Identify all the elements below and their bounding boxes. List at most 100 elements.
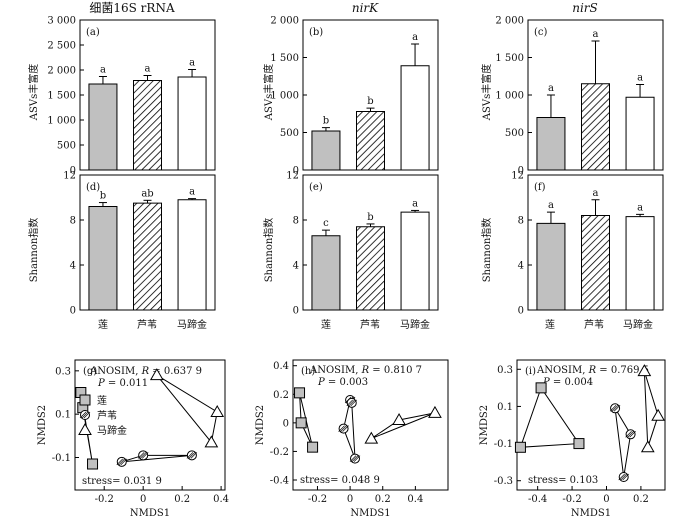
ytick-label-c: 2 000: [495, 16, 524, 27]
ylabel-richness-b: ASVs丰富度: [262, 64, 275, 121]
legend-marker-1-hatch: [83, 411, 91, 419]
ylabel-shannon-d: Shannon指数: [27, 218, 40, 283]
ytick-label-g: 0.1: [55, 410, 71, 421]
point-g-1-1-hatch: [137, 452, 145, 459]
significance-letter-f-1: a: [593, 188, 599, 199]
point-g-1-2-hatch: [188, 452, 196, 459]
significance-letter-d-0: b: [100, 191, 106, 202]
xtick-label-g: 0.4: [213, 494, 229, 505]
legend-marker-1: [79, 410, 91, 420]
ytick-label-a: 500: [57, 141, 76, 152]
hull-i-1: [614, 408, 632, 478]
bar-f-2: [625, 216, 655, 311]
ytick-label-h: 0: [283, 418, 289, 429]
bar-a-0: [88, 83, 118, 171]
point-h-1-3: [349, 453, 361, 464]
significance-letter-c-1: a: [593, 29, 599, 40]
point-h-1-3-hatch: [351, 455, 359, 462]
point-h-1-0-hatch: [342, 425, 349, 432]
stress-text-h: stress= 0.048 9: [300, 475, 380, 486]
ytick-label-d: 0: [70, 306, 76, 317]
ytick-label-e: 4: [293, 261, 299, 272]
xtick-label-i: -0.4: [528, 494, 547, 505]
xtick-label-g: 0: [140, 494, 146, 505]
point-i-0-0: [514, 441, 526, 453]
ytick-label-e: 12: [286, 171, 299, 182]
point-i-1-1: [618, 472, 629, 482]
column-title-nirs: nirS: [572, 1, 598, 15]
ytick-label-c: 1 000: [495, 91, 524, 102]
point-g-1-0: [116, 456, 128, 467]
point-i-1-2: [625, 429, 636, 440]
hull-g-2: [156, 374, 218, 444]
bar-a-2: [177, 76, 207, 171]
significance-letter-e-2: a: [412, 198, 418, 209]
ytick-label-c: 1 500: [495, 53, 524, 64]
ytick-label-c: 0: [518, 166, 524, 177]
point-g-1-2-hatch: [186, 452, 194, 459]
column-title-16s: 细菌16S rRNA: [89, 1, 175, 15]
hull-i-2: [643, 370, 659, 448]
xtick-label-h: 0: [347, 494, 353, 505]
bar-f-0: [536, 222, 566, 311]
panel-label-e: (e): [309, 182, 323, 193]
ytick-label-a: 2 500: [47, 41, 76, 52]
ytick-label-d: 8: [70, 216, 76, 227]
bar-d-1: [133, 202, 162, 311]
bar-f-1: [581, 215, 610, 311]
panel-label-f: (f): [534, 182, 546, 193]
point-h-2-0: [364, 431, 379, 444]
group-label-dichondra-d: 马蹄金: [177, 318, 207, 331]
stress-text-g: stress= 0.031 9: [82, 476, 162, 487]
ytick-label-b: 1 500: [270, 53, 299, 64]
xlabel-g: NMDS1: [130, 508, 170, 519]
point-g-2-1: [204, 435, 219, 448]
significance-letter-b-1: b: [367, 96, 373, 107]
point-h-1-2-hatch: [350, 399, 357, 407]
point-g-1-2-hatch: [190, 452, 198, 459]
ytick-label-f: 0: [518, 306, 524, 317]
point-h-0-0: [294, 387, 306, 399]
point-i-2-1: [640, 440, 655, 453]
ytick-label-f: 4: [518, 261, 524, 272]
hull-h-2: [371, 412, 436, 440]
xtick-label-h: 0.2: [375, 494, 391, 505]
significance-letter-a-2: a: [189, 58, 195, 69]
xtick-label-g: -0.2: [95, 494, 114, 505]
ytick-label-a: 0: [70, 166, 76, 177]
pvalue-text-h: P = 0.003: [317, 377, 368, 388]
ytick-label-f: 8: [518, 216, 524, 227]
ytick-label-i: 0.1: [497, 402, 513, 413]
xtick-label-h: -0.2: [308, 494, 327, 505]
anosim-text-g: ANOSIM, R = 0.637 9: [89, 366, 202, 377]
ytick-label-g: 0.3: [55, 366, 71, 377]
ytick-label-b: 1 000: [270, 91, 299, 102]
plot-layer: 0 500 1 000 1 500 2 000 2 500 3 000 (a) a a a 0 500 1…: [37, 16, 666, 519]
bar-d-2: [177, 199, 207, 311]
ytick-label-d: 4: [70, 261, 76, 272]
point-g-1-2: [186, 450, 198, 461]
bar-b-2: [400, 65, 430, 171]
point-i-0-1: [535, 382, 547, 394]
point-h-1-0-hatch: [340, 425, 347, 432]
point-g-1-1-hatch: [139, 452, 147, 459]
bar-c-1: [581, 83, 610, 171]
bar-e-0: [311, 235, 341, 311]
panel-label-h: (h): [301, 366, 315, 377]
ytick-label-h: -0.4: [270, 476, 289, 487]
ytick-label-e: 0: [293, 306, 299, 317]
ytick-label-c: 500: [505, 128, 524, 139]
ytick-label-h: -0.2: [270, 447, 289, 458]
point-g-2-0: [149, 368, 164, 381]
significance-letter-f-2: a: [637, 202, 643, 213]
point-h-1-2-hatch: [348, 399, 355, 407]
ylabel-shannon-f: Shannon指数: [480, 218, 493, 283]
hull-g-1: [121, 454, 192, 463]
point-h-2-2: [428, 405, 442, 418]
legend-marker-1-hatch: [79, 411, 87, 419]
stress-text-i: stress= 0.103: [528, 475, 598, 486]
legend-marker-1-hatch: [81, 411, 89, 419]
point-i-2-0: [637, 364, 652, 377]
significance-letter-e-1: b: [367, 212, 373, 223]
ytick-label-b: 500: [280, 128, 299, 139]
